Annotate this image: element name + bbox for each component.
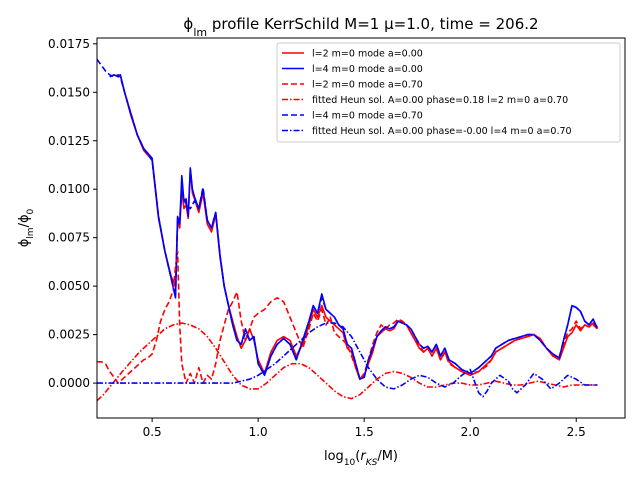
series-line-6 [97,322,598,398]
y-tick-label: 0.0000 [48,376,90,390]
y-tick-label: 0.0125 [48,134,90,148]
series-line-3 [97,250,598,384]
legend-box [276,42,621,143]
plot-area [96,37,626,419]
legend-label: fitted Heun sol. A=0.00 phase=0.18 l=2 m… [312,95,568,106]
legend-label: l=2 m=0 mode a=0.70 [312,80,423,91]
x-tick-label: 1.5 [355,425,374,439]
x-tick-label: 2.0 [461,425,480,439]
y-axis: 0.0000 0.0025 0.0050 0.0075 0.0100 0.0125 0.01… [48,37,97,390]
y-tick-label: 0.0050 [48,279,90,293]
series-group [97,58,599,402]
x-axis: 0.5 1.0 1.5 2.0 2.5 [143,418,586,439]
y-axis-title: ϕlm/ϕ0 [17,208,36,247]
legend-label: fitted Heun sol. A=0.00 phase=-0.00 l=4 … [312,126,572,137]
plot-frame [96,37,626,419]
legend-label: l=4 m=0 mode a=0.00 [312,64,423,75]
chart-title: ϕlm profile KerrSchild M=1 μ=1.0, time =… [183,15,538,39]
legend: l=2 m=0 mode a=0.00 l=4 m=0 mode a=0.00 l=… [276,42,621,143]
y-tick-label: 0.0075 [48,231,90,245]
series-line-4 [97,322,598,402]
y-tick-label: 0.0100 [48,182,90,196]
x-axis-title: log10(rKS/M) [324,449,398,468]
x-tick-label: 2.5 [567,425,586,439]
x-tick-label: 1.0 [249,425,268,439]
legend-label: l=2 m=0 mode a=0.00 [312,49,423,60]
legend-label: l=4 m=0 mode a=0.70 [312,111,423,122]
x-tick-label: 0.5 [143,425,162,439]
y-tick-label: 0.0175 [48,37,90,51]
y-tick-label: 0.0150 [48,85,90,99]
y-tick-label: 0.0025 [48,328,90,342]
